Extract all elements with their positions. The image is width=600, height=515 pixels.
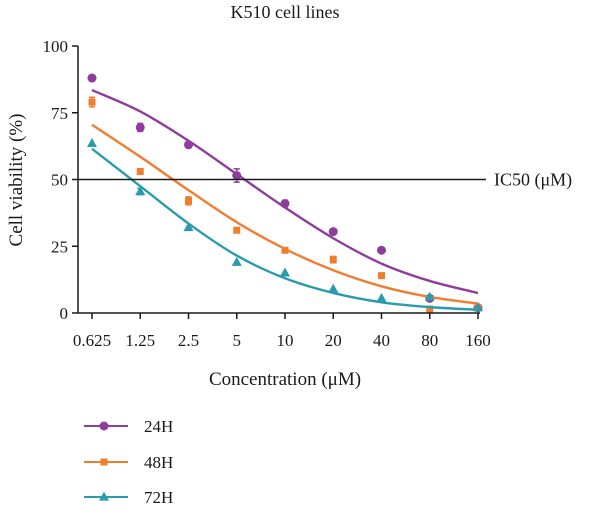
x-tick-label: 0.625 <box>73 331 111 350</box>
y-axis-label: Cell viability (%) <box>6 114 27 247</box>
legend-item-24h: 24H <box>84 417 173 436</box>
x-tick-label: 20 <box>325 331 342 350</box>
fit-curve-24h <box>91 88 479 295</box>
x-axis: 0.625 1.25 2.5 5 10 20 40 80 160 <box>73 312 491 350</box>
x-tick-label: 160 <box>465 331 491 350</box>
data-point <box>280 267 290 277</box>
x-axis-label: Concentration (μM) <box>209 369 361 390</box>
data-point <box>135 186 146 196</box>
legend-marker <box>100 458 108 466</box>
chart-title: K510 cell lines <box>231 2 340 22</box>
x-tick-label: 5 <box>233 331 242 350</box>
x-tick-label: 2.5 <box>178 331 199 350</box>
y-tick-label: 100 <box>43 37 69 56</box>
fit-curve-72h <box>91 147 479 311</box>
legend-item-48h: 48H <box>84 453 173 472</box>
data-point <box>87 73 97 83</box>
data-point <box>426 305 434 313</box>
data-point <box>88 98 96 106</box>
data-point <box>231 256 242 266</box>
y-tick-label: 75 <box>51 104 68 123</box>
data-point <box>185 197 192 205</box>
legend: 24H 48H 72H <box>84 417 173 507</box>
data-point <box>232 170 242 180</box>
data-point <box>281 246 289 254</box>
data-point <box>135 122 145 132</box>
x-tick-label: 40 <box>373 331 390 350</box>
y-tick-label: 25 <box>51 237 68 256</box>
y-tick-label: 0 <box>60 304 69 323</box>
legend-label: 24H <box>144 417 173 436</box>
y-axis: 0 25 50 75 100 <box>43 37 79 323</box>
legend-marker <box>99 421 109 431</box>
data-point <box>473 302 483 312</box>
series-72h <box>87 138 483 312</box>
x-tick-label: 1.25 <box>125 331 155 350</box>
ic50-reference: IC50 (μM) <box>78 170 572 191</box>
legend-item-72h: 72H <box>84 488 173 507</box>
legend-marker <box>99 491 109 501</box>
data-point <box>87 138 97 148</box>
data-point <box>376 292 387 302</box>
ic50-label: IC50 (μM) <box>494 170 572 191</box>
data-point <box>184 140 193 150</box>
data-point <box>136 167 144 175</box>
y-tick-label: 50 <box>51 171 68 190</box>
x-tick-label: 80 <box>421 331 438 350</box>
data-point <box>280 199 290 209</box>
data-point <box>233 226 241 234</box>
data-point <box>328 283 339 293</box>
data-point <box>378 272 385 280</box>
x-tick-label: 10 <box>277 331 294 350</box>
data-point <box>329 256 337 264</box>
legend-label: 48H <box>144 453 173 472</box>
legend-label: 72H <box>144 488 173 507</box>
plot-area <box>87 73 483 313</box>
data-point <box>328 227 338 237</box>
data-point <box>183 222 194 232</box>
data-point <box>424 291 435 301</box>
data-point <box>377 245 386 255</box>
